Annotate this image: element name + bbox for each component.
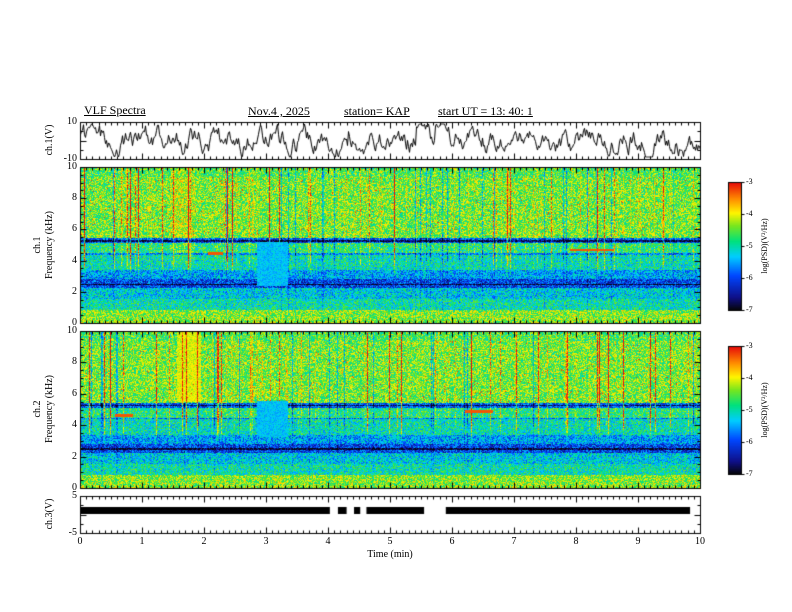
spec1-tick-label: 2	[72, 285, 77, 297]
spec2-tick-label: 6	[72, 387, 77, 399]
page-title: VLF Spectra	[84, 103, 146, 117]
spec1-ylabel-channel: ch.1	[32, 236, 43, 254]
colorbar1-tick-label: -3	[746, 177, 753, 186]
spec1-tick-label: 4	[72, 254, 77, 266]
colorbar1-tick-label: -4	[746, 209, 753, 218]
x-tick-label: 8	[573, 536, 579, 547]
x-tick-label: 2	[201, 536, 207, 547]
x-axis-label: Time (min)	[367, 549, 413, 560]
x-tick-label: 7	[511, 536, 517, 547]
colorbar2-tick-label: -4	[746, 373, 753, 382]
spec1-tick-label: 10	[67, 161, 77, 172]
spec1-ylabel: ch.1 Frequency (kHz)	[32, 211, 56, 279]
x-tick-label: 6	[449, 536, 455, 547]
colorbar2-tick-label: -3	[746, 341, 753, 350]
ch3-tick-label: -5	[68, 527, 77, 538]
ch3-ylabel: ch.3(V)	[44, 498, 55, 530]
spec1-ylabel-quantity: Frequency (kHz)	[44, 210, 55, 280]
ch1-wave-tick-label: 10	[67, 116, 77, 127]
x-tick-label: 5	[387, 536, 393, 547]
x-tick-label: 1	[139, 536, 145, 547]
spec2-ylabel-channel: ch.2	[32, 400, 43, 418]
colorbar1-label: log(PSD)(V²/Hz)	[760, 218, 770, 274]
spec2-tick-label: 8	[72, 356, 77, 368]
x-tick-label: 3	[263, 536, 269, 547]
x-tick-label: 0	[77, 536, 83, 547]
ch1-wave-tick-label: -10	[63, 153, 77, 164]
ch1-wave-ylabel: ch.1(V)	[44, 124, 55, 156]
colorbar1-tick-label: -5	[746, 241, 753, 250]
spec1-tick-label: 8	[72, 192, 77, 204]
title-start-ut: start UT = 13: 40: 1	[438, 104, 533, 118]
colorbar2-tick-label: -7	[746, 469, 753, 478]
spec2-tick-label: 2	[72, 450, 77, 462]
colorbar2-label: log(PSD)(V²/Hz)	[760, 382, 770, 438]
ch3-tick-label: 5	[72, 490, 77, 501]
colorbar2-tick-label: -5	[746, 405, 753, 414]
colorbar2-tick-label: -6	[746, 437, 753, 446]
title-station: station= KAP	[344, 104, 410, 118]
x-tick-label: 9	[635, 536, 641, 547]
x-tick-label: 4	[325, 536, 331, 547]
colorbar1-tick-label: -6	[746, 273, 753, 282]
spec1-tick-label: 0	[72, 317, 77, 328]
spec1-tick-label: 6	[72, 223, 77, 235]
spec2-tick-label: 10	[67, 325, 77, 336]
spec2-ylabel-quantity: Frequency (kHz)	[44, 374, 55, 444]
spec2-ylabel: ch.2 Frequency (kHz)	[32, 375, 56, 443]
colorbar1-tick-label: -7	[746, 305, 753, 314]
spec2-tick-label: 4	[72, 419, 77, 431]
x-tick-label: 10	[695, 536, 705, 547]
title-date: Nov.4 , 2025	[248, 104, 310, 118]
spec2-tick-label: 0	[72, 482, 77, 493]
